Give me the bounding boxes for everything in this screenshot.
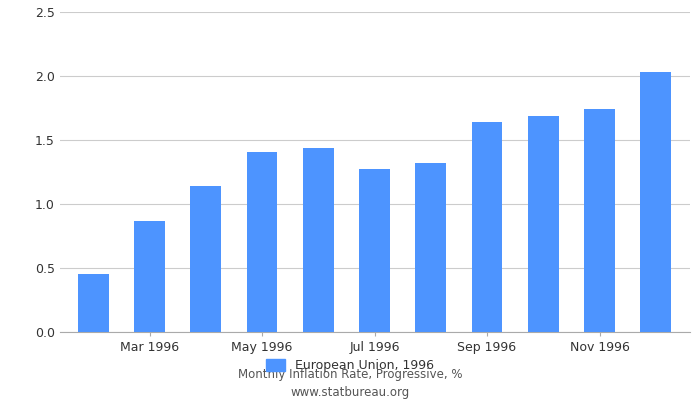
- Text: Monthly Inflation Rate, Progressive, %: Monthly Inflation Rate, Progressive, %: [238, 368, 462, 381]
- Bar: [472, 122, 503, 332]
- Bar: [303, 148, 334, 332]
- Text: www.statbureau.org: www.statbureau.org: [290, 386, 410, 399]
- Bar: [78, 274, 108, 332]
- Bar: [190, 186, 221, 332]
- Bar: [584, 109, 615, 332]
- Bar: [640, 72, 671, 332]
- Bar: [415, 163, 446, 332]
- Bar: [359, 170, 390, 332]
- Legend: European Union, 1996: European Union, 1996: [261, 354, 439, 377]
- Bar: [246, 152, 277, 332]
- Bar: [134, 221, 165, 332]
- Bar: [528, 116, 559, 332]
